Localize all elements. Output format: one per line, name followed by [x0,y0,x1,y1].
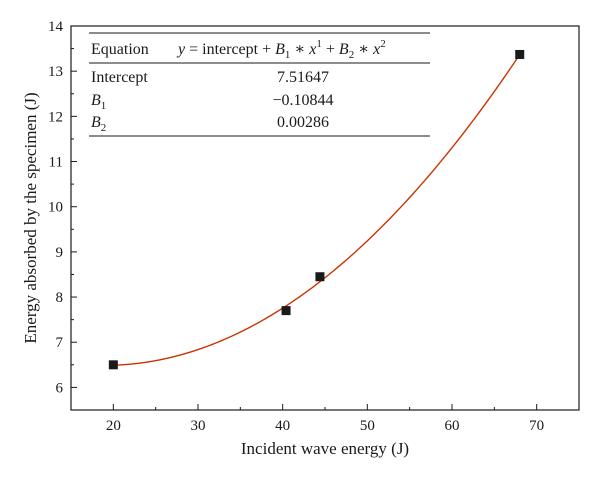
fit-table-row-value: 0.00286 [277,114,329,131]
x-tick-label: 70 [529,418,544,434]
y-tick-label: 6 [56,380,64,396]
y-axis-ticks: 6 7 8 9 10 11 12 13 14 [48,19,77,411]
fit-table-row-name: B2 [91,114,106,134]
fit-table-row-value: 7.51647 [277,69,329,86]
y-tick-label: 7 [56,335,64,351]
x-axis-label: Incident wave energy (J) [241,439,409,458]
fit-table-row-value: −0.10844 [272,92,333,109]
y-tick-label: 12 [48,109,63,125]
y-axis-label: Energy absorbed by the specimen (J) [21,92,40,343]
fit-table-equation: y = intercept + B1 ∗ x1 + B2 ∗ x2 [176,38,386,61]
x-axis-ticks: 20 30 40 50 60 70 [106,404,544,434]
fit-table-equation-label: Equation [91,41,149,58]
fit-table-row-name: B1 [91,92,106,112]
y-tick-label: 10 [48,200,63,216]
y-tick-label: 11 [49,155,63,171]
x-tick-label: 50 [360,418,375,434]
y-tick-label: 13 [48,64,63,80]
fit-curve [113,54,521,366]
data-point [108,360,118,370]
x-tick-label: 30 [191,418,206,434]
data-point [515,49,525,59]
y-tick-label: 9 [56,245,64,261]
x-tick-label: 60 [445,418,460,434]
fit-table: Equation y = intercept + B1 ∗ x1 + B2 ∗ … [89,32,430,137]
fit-table-row-name: Intercept [91,69,148,86]
fit-curve-layer [113,54,521,366]
y-tick-label: 8 [56,290,64,306]
x-tick-label: 40 [275,418,290,434]
data-point [315,272,325,282]
y-tick-label: 14 [48,19,64,35]
data-points [108,49,525,370]
x-tick-label: 20 [106,418,121,434]
data-point [281,306,291,316]
